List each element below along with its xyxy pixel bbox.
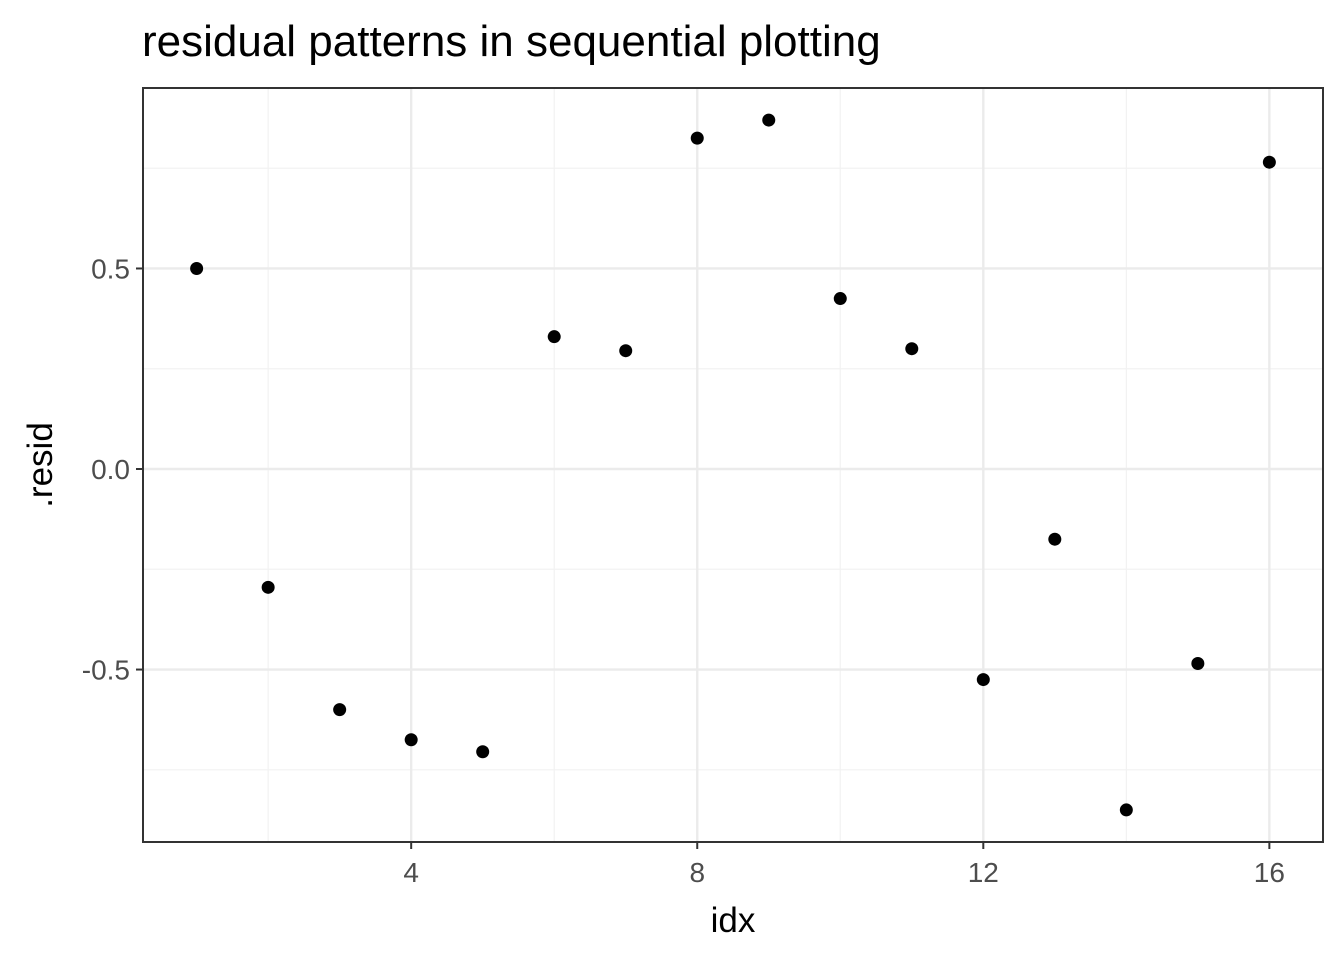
x-tick-label: 4 [403, 857, 419, 888]
x-tick-label: 8 [689, 857, 705, 888]
x-axis-title: idx [711, 901, 756, 940]
data-points [190, 113, 1276, 817]
x-axis-ticks: 4 8 12 16 [403, 842, 1285, 888]
data-point [404, 733, 418, 747]
y-tick-label: -0.5 [82, 655, 130, 686]
data-point [1119, 803, 1133, 817]
data-point [547, 330, 561, 344]
plot-panel-border [142, 87, 1324, 843]
y-tick-label: 0.0 [91, 454, 130, 485]
data-point [762, 113, 776, 127]
data-point [190, 261, 204, 275]
x-tick-label: 16 [1254, 857, 1285, 888]
data-point [976, 673, 990, 687]
minor-gridlines [143, 88, 1323, 842]
x-tick-label: 12 [968, 857, 999, 888]
data-point [690, 131, 704, 145]
data-point [1262, 155, 1276, 169]
data-point [476, 745, 490, 759]
data-point [1191, 657, 1205, 671]
data-point [619, 344, 633, 358]
y-axis-title: .resid [21, 422, 60, 508]
data-point [261, 580, 275, 594]
y-axis-ticks: 0.5 0.0 -0.5 [82, 253, 143, 686]
major-gridlines [143, 88, 1323, 842]
data-point [1048, 532, 1062, 546]
chart-title: residual patterns in sequential plotting [142, 17, 881, 66]
data-point [333, 703, 347, 717]
data-point [833, 292, 847, 306]
data-point [905, 342, 919, 356]
y-tick-label: 0.5 [91, 253, 130, 284]
